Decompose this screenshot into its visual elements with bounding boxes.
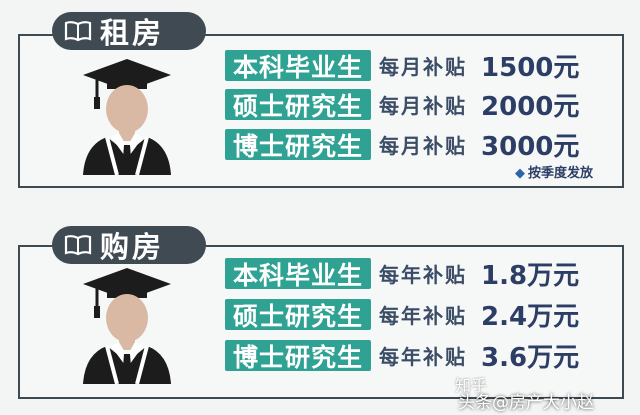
purchase-row-master: 硕士研究生 每年补贴 2.4万元 (225, 299, 580, 332)
amount-value: 3.6万元 (481, 343, 580, 373)
rent-row-doctor: 博士研究生 每月补贴 3000元 (225, 129, 580, 162)
payment-note-text: 按季度发放 (528, 166, 594, 181)
degree-label: 本科毕业生 (225, 50, 372, 82)
degree-label: 博士研究生 (225, 340, 372, 372)
book-icon (64, 235, 92, 256)
book-icon (64, 21, 92, 42)
period-label: 每年补贴 (379, 263, 468, 287)
amount-value: 2000元 (481, 92, 580, 122)
purchase-section-title: 购房 (100, 230, 165, 264)
watermark-author: 头条@房产大小赵 (458, 393, 594, 413)
amount-value: 2.4万元 (481, 302, 580, 332)
degree-label: 硕士研究生 (225, 299, 372, 331)
period-label: 每月补贴 (379, 55, 468, 79)
amount-value: 3000元 (481, 132, 580, 162)
rent-section-tab: 租房 (52, 12, 206, 50)
rent-row-master: 硕士研究生 每月补贴 2000元 (225, 89, 580, 122)
purchase-row-doctor: 博士研究生 每年补贴 3.6万元 (225, 340, 580, 373)
period-label: 每月补贴 (379, 94, 468, 118)
purchase-row-bachelor: 本科毕业生 每年补贴 1.8万元 (225, 258, 580, 291)
amount-value: 1500元 (481, 53, 580, 83)
graduate-avatar-icon (83, 59, 171, 176)
degree-label: 博士研究生 (225, 129, 372, 161)
watermark-zhihu: 知乎 (455, 376, 488, 395)
diamond-bullet-icon: ◆ (515, 166, 525, 181)
rent-section-title: 租房 (100, 16, 165, 50)
degree-label: 本科毕业生 (225, 258, 372, 290)
amount-value: 1.8万元 (481, 261, 580, 291)
period-label: 每年补贴 (379, 345, 468, 369)
degree-label: 硕士研究生 (225, 89, 372, 121)
payment-note: ◆ 按季度发放 (515, 162, 593, 181)
purchase-section-tab: 购房 (52, 226, 206, 264)
period-label: 每月补贴 (379, 134, 468, 158)
period-label: 每年补贴 (379, 304, 468, 328)
rent-row-bachelor: 本科毕业生 每月补贴 1500元 (225, 50, 580, 83)
graduate-avatar-icon (83, 268, 171, 385)
